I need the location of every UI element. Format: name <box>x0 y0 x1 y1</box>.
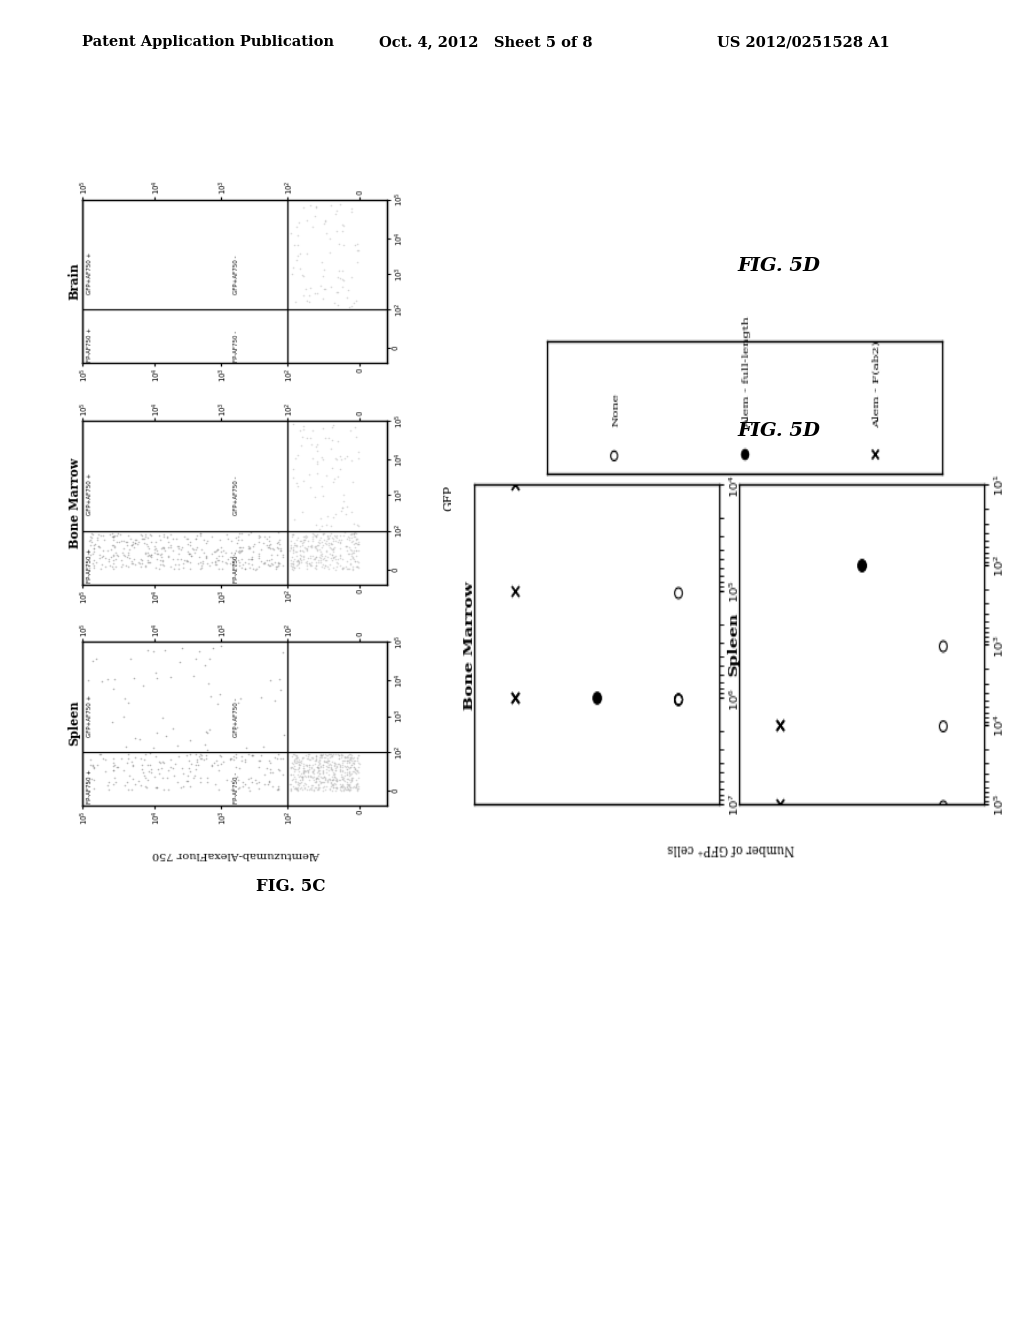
Text: Oct. 4, 2012   Sheet 5 of 8: Oct. 4, 2012 Sheet 5 of 8 <box>379 36 592 49</box>
Text: US 2012/0251528 A1: US 2012/0251528 A1 <box>717 36 890 49</box>
Text: FIG. 5C: FIG. 5C <box>256 878 326 895</box>
Text: FIG. 5D: FIG. 5D <box>737 421 820 440</box>
Text: FIG. 5D: FIG. 5D <box>737 256 820 275</box>
Text: Patent Application Publication: Patent Application Publication <box>82 36 334 49</box>
